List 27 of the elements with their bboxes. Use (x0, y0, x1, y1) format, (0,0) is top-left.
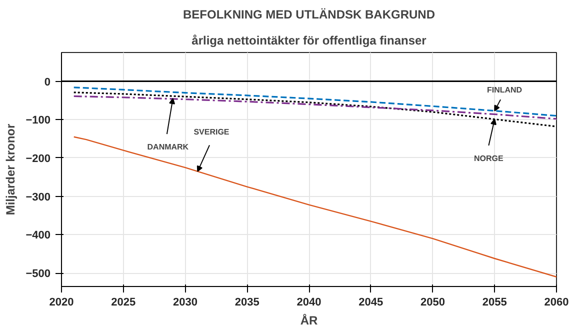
annotation: NORGE (474, 154, 504, 164)
x-tick-label: 2030 (173, 296, 198, 308)
y-tick-label: −100 (26, 114, 51, 127)
line-series (73, 136, 556, 278)
chart-subtitle: årliga nettointäkter för offentliga finanser (192, 34, 427, 48)
x-tick-label: 2025 (111, 296, 136, 308)
y-tick-label: 0 (44, 76, 51, 88)
line-series (73, 92, 556, 128)
chart-title: BEFOLKNING MED UTLÄNDSK BAKGRUND (183, 8, 436, 22)
x-tick-label: 2060 (544, 296, 569, 308)
y-axis-title: Miljarder kronor (4, 123, 18, 216)
x-tick-label: 2050 (420, 296, 445, 308)
annotation: DANMARK (147, 142, 189, 152)
y-tick-label: −200 (26, 152, 51, 165)
annotation: FINLAND (486, 86, 522, 95)
x-tick-label: 2035 (234, 296, 260, 308)
x-tick-label: 2020 (49, 296, 74, 308)
line-series (73, 95, 556, 120)
line-series (73, 86, 556, 117)
x-tick-label: 2040 (296, 296, 322, 308)
annotation: SVERIGE (194, 128, 230, 137)
x-tick-label: 2045 (358, 296, 384, 308)
y-tick-label: −400 (26, 230, 51, 242)
x-tick-label: 2055 (482, 296, 507, 308)
y-tick-label: −500 (26, 268, 51, 280)
x-axis-title: ÅR (300, 314, 318, 328)
y-tick-label: −300 (26, 191, 51, 204)
